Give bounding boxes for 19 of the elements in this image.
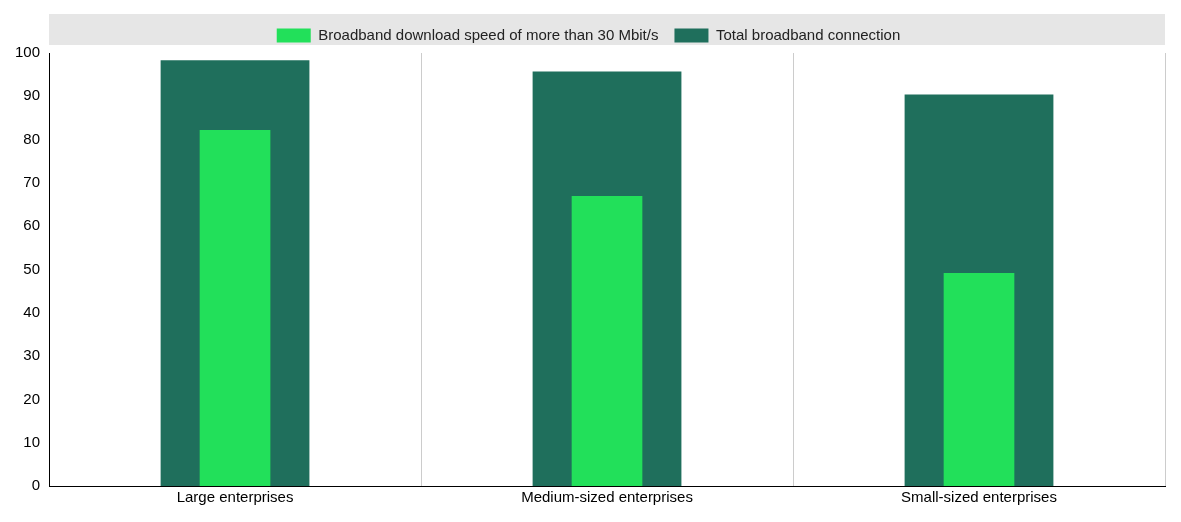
bar [199, 130, 271, 486]
y-tick-label: 80 [23, 129, 41, 147]
y-tick-label: 30 [23, 346, 41, 364]
y-tick-label: 20 [23, 389, 41, 407]
y-tick-label: 0 [31, 476, 41, 494]
y-tick-label: 100 [15, 43, 41, 61]
legend-label: Total broadband connection [715, 25, 901, 43]
y-tick-label: 40 [23, 302, 41, 320]
bar [943, 272, 1015, 486]
x-tick-label: Small-sized enterprises [901, 488, 1057, 506]
x-tick-label: Medium-sized enterprises [521, 488, 693, 506]
x-tick-label: Large enterprises [176, 488, 294, 506]
y-tick-label: 60 [23, 216, 41, 234]
y-tick-label: 50 [23, 259, 41, 277]
y-tick-label: 10 [23, 432, 41, 450]
legend-label: Broadband download speed of more than 30 Mbit/s [318, 25, 659, 43]
y-tick-label: 70 [23, 173, 41, 191]
bar [571, 195, 643, 486]
y-tick-label: 90 [23, 86, 41, 104]
